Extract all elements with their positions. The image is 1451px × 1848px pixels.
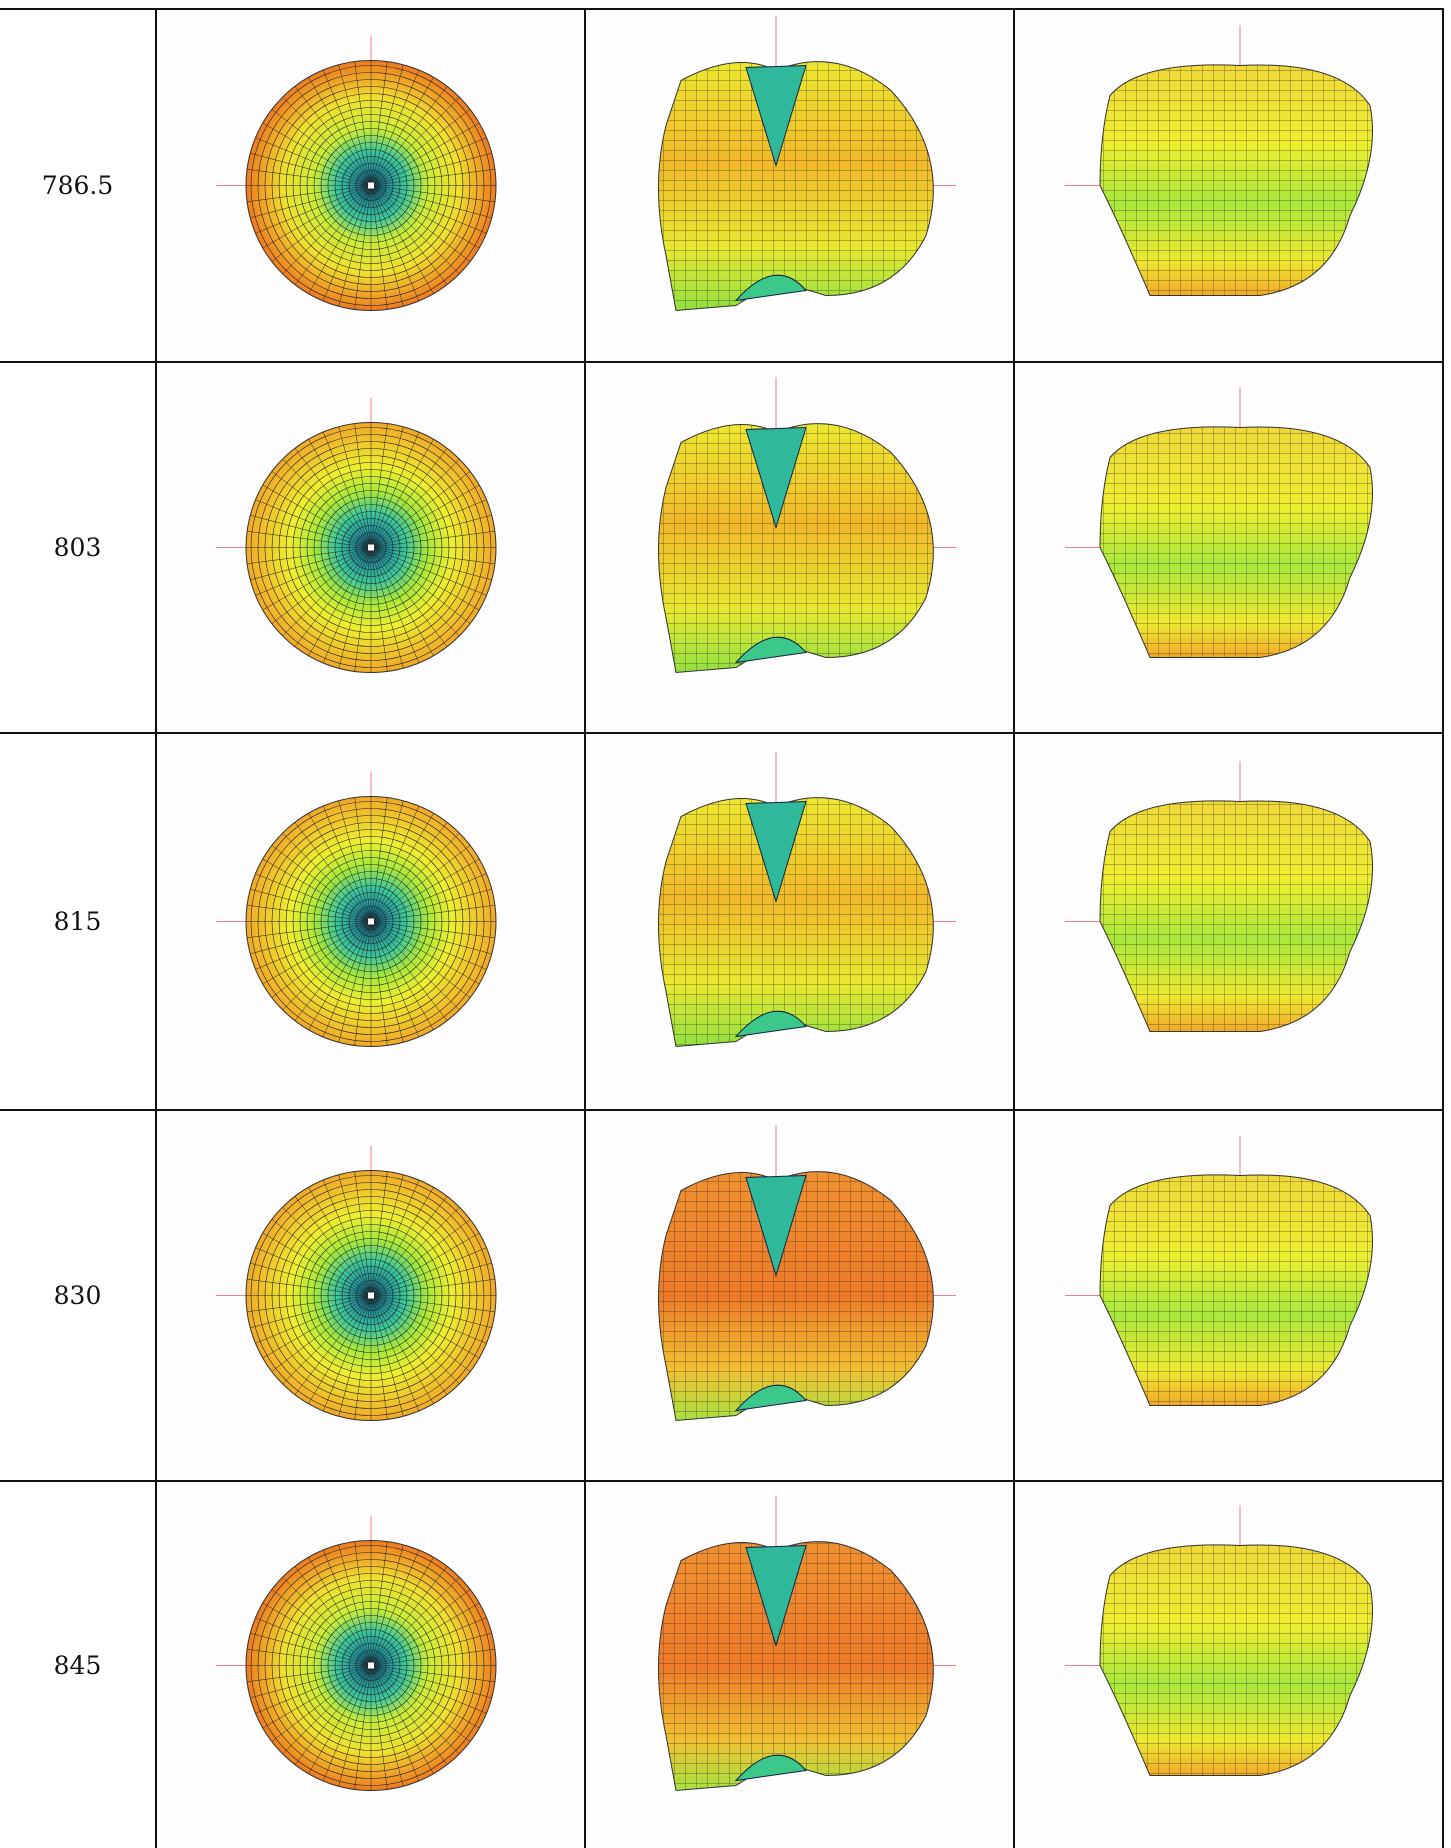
table-row: 845 xyxy=(0,1480,1444,1848)
pattern-image xyxy=(586,10,1013,361)
mesh xyxy=(246,1170,496,1421)
frequency-label: 786.5 xyxy=(0,8,157,363)
pattern-image xyxy=(1015,10,1442,361)
pattern-front xyxy=(658,1171,934,1422)
table-row: 786.5 xyxy=(0,8,1444,363)
pattern-side xyxy=(1099,1543,1373,1776)
pattern-cell xyxy=(155,361,586,734)
table-row: 815 xyxy=(0,732,1444,1111)
pattern-image xyxy=(1015,363,1442,732)
pattern-cell xyxy=(155,1109,586,1482)
pattern-side xyxy=(1099,1174,1373,1406)
pattern-image xyxy=(1015,1111,1442,1480)
pattern-image xyxy=(157,734,584,1109)
pattern-side xyxy=(1099,64,1373,296)
mesh xyxy=(246,1540,496,1790)
pattern-cell xyxy=(1013,361,1444,734)
pattern-image xyxy=(1015,1482,1442,1848)
pattern-image xyxy=(157,10,584,361)
pattern-image xyxy=(586,1482,1013,1848)
pattern-side xyxy=(1099,426,1373,658)
pattern-cell xyxy=(584,1109,1015,1482)
pattern-image xyxy=(157,1482,584,1848)
mesh xyxy=(246,60,496,311)
pattern-front xyxy=(658,423,934,674)
pattern-cell xyxy=(584,732,1015,1111)
pattern-image xyxy=(586,363,1013,732)
pattern-cell xyxy=(584,361,1015,734)
pattern-front xyxy=(658,797,934,1048)
pattern-image xyxy=(586,1111,1013,1480)
pattern-cell xyxy=(1013,1480,1444,1848)
pattern-image xyxy=(586,734,1013,1109)
table-row: 803 xyxy=(0,361,1444,734)
pattern-image xyxy=(157,363,584,732)
pattern-cell xyxy=(584,1480,1015,1848)
frequency-label: 815 xyxy=(0,732,157,1111)
frequency-label: 803 xyxy=(0,361,157,734)
pattern-cell xyxy=(155,1480,586,1848)
pattern-cell xyxy=(1013,732,1444,1111)
pattern-cell xyxy=(1013,8,1444,363)
pattern-cell xyxy=(155,732,586,1111)
pattern-cell xyxy=(584,8,1015,363)
pattern-table: 786.5 803 815 xyxy=(0,8,1444,1848)
pattern-front xyxy=(658,1540,934,1791)
pattern-image xyxy=(1015,734,1442,1109)
frequency-label: 845 xyxy=(0,1480,157,1848)
table-row: 830 xyxy=(0,1109,1444,1482)
pattern-image xyxy=(157,1111,584,1480)
pattern-cell xyxy=(155,8,586,363)
mesh xyxy=(246,796,496,1047)
mesh xyxy=(246,422,496,673)
pattern-cell xyxy=(1013,1109,1444,1482)
pattern-side xyxy=(1099,800,1373,1032)
frequency-label: 830 xyxy=(0,1109,157,1482)
pattern-front xyxy=(658,61,934,312)
